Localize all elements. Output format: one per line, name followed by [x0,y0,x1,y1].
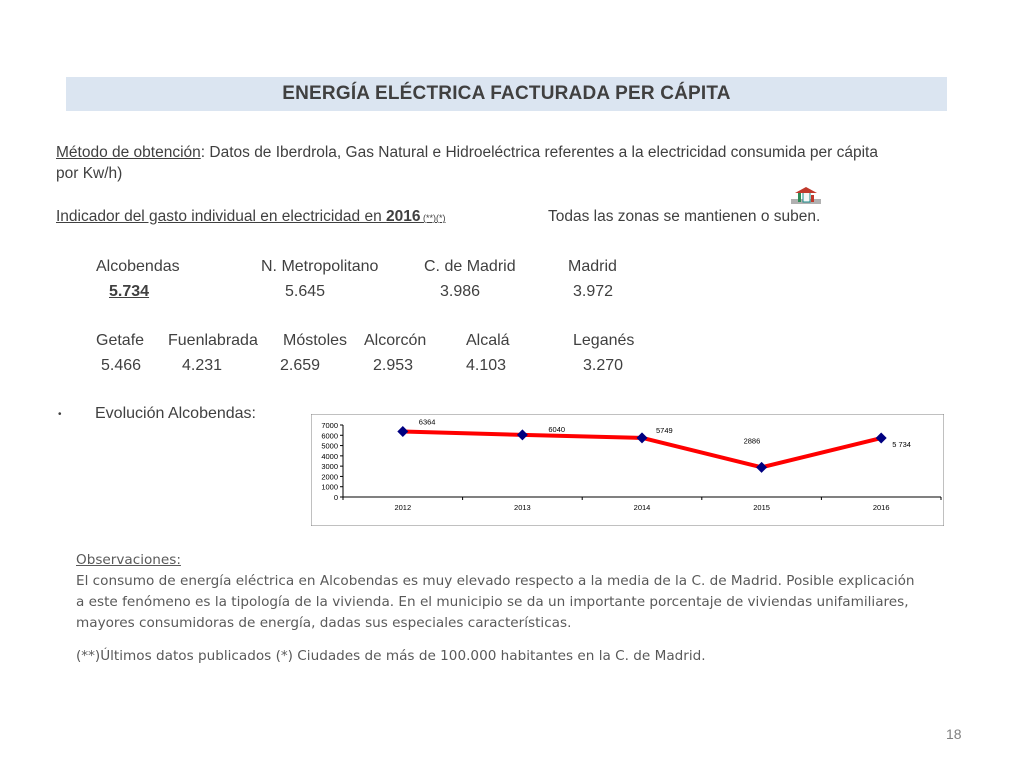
page-title: ENERGÍA ELÉCTRICA FACTURADA PER CÁPITA [282,83,731,104]
observations-heading: Observaciones: [76,552,181,568]
data-label: 2886 [744,436,761,445]
zone-name-madrid: Madrid [568,258,617,275]
y-tick-label: 4000 [321,452,338,461]
indicator-status: Todas las zonas se mantienen o suben. [548,208,821,225]
title-bar: ENERGÍA ELÉCTRICA FACTURADA PER CÁPITA [66,77,947,111]
zone-name-alcorcon: Alcorcón [364,332,427,349]
zone-value-getafe: 5.466 [101,357,142,374]
x-tick-label: 2013 [514,503,531,512]
zone-name-alcala: Alcalá [466,332,510,349]
data-point-marker [636,432,648,444]
y-tick-label: 6000 [321,431,338,440]
zone-value-alcala: 4.103 [466,357,507,374]
data-point-marker [875,432,887,444]
data-label: 5749 [656,426,673,435]
x-tick-label: 2015 [753,503,770,512]
zone-value-fuenlabrada: 4.231 [182,357,223,374]
y-tick-label: 3000 [321,462,338,471]
zone-value-alcorcon: 2.953 [373,357,414,374]
observations-footnote: (**)Últimos datos publicados (*) Ciudade… [76,648,706,664]
y-tick-label: 7000 [321,421,338,430]
zone-value-c-de-madrid: 3.986 [440,283,481,300]
indicator-line: Indicador del gasto individual en electr… [56,208,446,226]
zone-value-n-metropolitano: 5.645 [285,283,326,300]
zone-name-alcobendas: Alcobendas [96,258,180,275]
zone-name-mostoles: Móstoles [283,332,348,349]
data-point-marker [397,426,409,438]
bullet-marker: • [58,409,62,420]
x-tick-label: 2016 [873,503,890,512]
observations-line-1: El consumo de energía eléctrica en Alcob… [76,573,915,589]
zone-value-mostoles: 2.659 [280,357,321,374]
method-text-line1: : Datos de Iberdrola, Gas Natural e Hidr… [200,144,878,161]
zone-name-getafe: Getafe [96,332,145,349]
data-label: 5 734 [892,440,911,449]
observations-block: Observaciones: El consumo de energía elé… [76,550,956,667]
y-tick-label: 5000 [321,442,338,451]
method-text-line2: por Kw/h) [56,165,123,182]
y-tick-label: 1000 [321,483,338,492]
y-tick-label: 2000 [321,472,338,481]
y-tick-label: 0 [334,493,338,502]
zone-value-leganes: 3.270 [583,357,624,374]
x-tick-label: 2012 [394,503,411,512]
data-label: 6364 [419,418,436,427]
zone-name-n-metropolitano: N. Metropolitano [261,258,379,275]
data-point-marker [516,429,528,441]
x-tick-label: 2014 [634,503,651,512]
indicator-notes: (**)(*) [420,213,446,223]
zone-value-alcobendas: 5.734 [109,283,150,300]
observations-line-2: a este fenómeno es la tipología de la vi… [76,594,909,610]
indicator-text: Indicador del gasto individual en electr… [56,208,387,225]
zone-value-madrid: 3.972 [573,283,614,300]
evolution-label: Evolución Alcobendas: [95,405,256,422]
page-number: 18 [946,726,962,742]
trend-up-arrow-icon [789,187,823,207]
method-paragraph: Método de obtención: Datos de Iberdrola,… [56,142,971,184]
zone-name-leganes: Leganés [573,332,635,349]
zone-name-fuenlabrada: Fuenlabrada [168,332,258,349]
evolution-chart: 0 1000 2000 3000 4000 5000 6000 7000 2012 2013 201… [310,413,945,527]
zone-name-c-de-madrid: C. de Madrid [424,258,516,275]
observations-line-3: mayores consumidoras de energía, dadas s… [76,615,572,631]
indicator-year: 2016 [386,208,421,225]
data-label: 6040 [548,425,565,434]
data-point-marker [756,461,768,473]
method-label: Método de obtención [56,144,201,161]
